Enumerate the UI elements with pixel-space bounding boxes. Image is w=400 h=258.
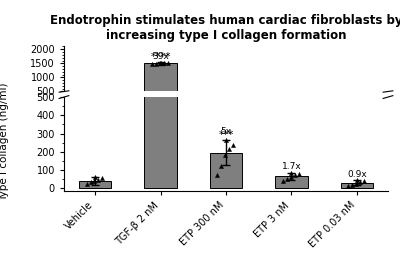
Point <box>164 61 171 65</box>
Point <box>357 103 363 107</box>
Point <box>83 182 90 186</box>
Text: ***: *** <box>218 130 234 140</box>
Point <box>92 175 98 179</box>
Bar <box>79 104 112 106</box>
Point <box>353 103 360 107</box>
Point <box>226 98 232 102</box>
Point <box>214 172 221 176</box>
Point <box>296 101 302 106</box>
Point <box>292 102 298 106</box>
Point <box>91 102 98 107</box>
Point <box>214 101 221 106</box>
Point <box>349 183 356 187</box>
Point <box>361 102 367 107</box>
Bar <box>210 153 242 188</box>
Point <box>230 143 236 147</box>
Point <box>223 138 229 142</box>
Point <box>284 102 290 106</box>
Point <box>222 153 228 157</box>
Point <box>157 61 164 65</box>
Point <box>149 62 155 66</box>
Text: 1.7x: 1.7x <box>282 162 301 171</box>
Point <box>349 103 356 107</box>
Text: Type I collagen (ng/ml): Type I collagen (ng/ml) <box>0 83 9 201</box>
Point <box>288 101 295 105</box>
Point <box>357 180 363 184</box>
Point <box>218 164 225 168</box>
Point <box>153 62 159 66</box>
Point <box>222 99 228 103</box>
Bar <box>340 105 373 106</box>
Point <box>226 147 232 151</box>
Bar <box>144 63 177 106</box>
Bar <box>275 176 308 188</box>
Point <box>157 61 163 66</box>
Bar <box>144 0 177 188</box>
Point <box>353 182 360 186</box>
Bar <box>275 104 308 106</box>
Point <box>95 178 102 182</box>
Point <box>95 102 102 106</box>
Bar <box>210 100 242 106</box>
Point <box>223 96 229 100</box>
Point <box>345 103 352 107</box>
Point <box>230 97 236 101</box>
Text: 0.9x: 0.9x <box>347 170 367 179</box>
Text: 5x: 5x <box>220 127 232 136</box>
Point <box>280 102 286 107</box>
Point <box>99 176 106 180</box>
Title: Endotrophin stimulates human cardiac fibroblasts by
increasing type I collagen f: Endotrophin stimulates human cardiac fib… <box>50 14 400 43</box>
Point <box>92 102 98 106</box>
Point <box>87 180 94 184</box>
Point <box>354 178 360 182</box>
Point <box>284 177 290 181</box>
Point <box>161 61 167 65</box>
Point <box>288 102 294 106</box>
Point <box>361 179 367 183</box>
Text: ****: **** <box>150 52 171 62</box>
Text: 39x: 39x <box>152 52 169 61</box>
Point <box>280 179 286 183</box>
Point <box>345 184 352 188</box>
Bar <box>79 181 112 188</box>
Point <box>354 102 360 106</box>
Point <box>288 171 295 175</box>
Point <box>292 173 298 178</box>
Point <box>99 102 106 106</box>
Point <box>91 179 98 183</box>
Point <box>87 103 94 107</box>
Point <box>288 175 294 179</box>
Point <box>218 100 225 104</box>
Point <box>296 172 302 176</box>
Point <box>83 103 90 107</box>
Bar <box>340 183 373 188</box>
